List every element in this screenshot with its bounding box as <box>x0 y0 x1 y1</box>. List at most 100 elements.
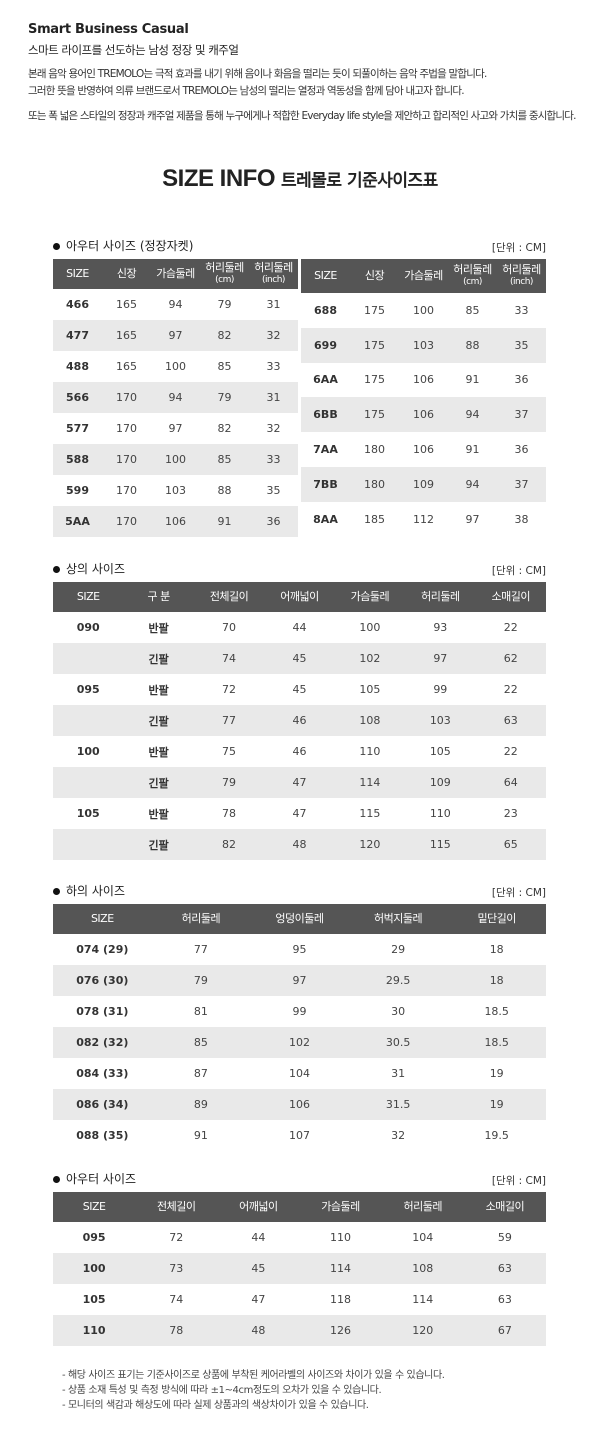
table-cell: 120 <box>334 829 406 860</box>
table-cell: 477 <box>53 320 102 351</box>
table-cell: 18.5 <box>447 1027 546 1058</box>
column-header: 허리둘레 <box>381 1192 464 1222</box>
table-cell: 103 <box>399 327 448 363</box>
bullet-icon <box>53 888 60 895</box>
table-cell: 75 <box>222 745 237 758</box>
table-cell <box>53 767 124 798</box>
table-cell: 29.5 <box>348 965 448 996</box>
table-cell: 22 <box>503 683 518 696</box>
unit-label: [단위 : CM] <box>491 887 546 899</box>
column-header: 소매길이 <box>475 582 546 612</box>
table-cell: 긴팔 <box>123 705 194 736</box>
table-cell: 91 <box>465 443 480 457</box>
header-row: SIZE 신장 가슴둘레 허리둘레 (cm) 허리둘레 (inch) <box>53 259 298 289</box>
table-cell: 47 <box>292 807 307 820</box>
table-cell: 170 <box>116 422 137 435</box>
table-row: 긴팔 82 48 120 115 65 <box>53 829 546 860</box>
table-cell: 086 (34) <box>53 1089 152 1120</box>
table-cell: 29 <box>391 943 406 956</box>
table-cell: 22 <box>503 621 518 634</box>
column-header: 어깨넓이 <box>264 582 335 612</box>
table-cell: 77 <box>193 943 208 956</box>
table-cell: 37 <box>497 467 546 503</box>
size-table: SIZE 구 분 전체길이 어깨넓이 가슴둘레 허리둘레 소매길이 090 반팔 70 44 100 9… <box>53 582 546 860</box>
table-cell: 120 <box>381 1315 464 1346</box>
table-cell: 100 <box>413 303 434 317</box>
table-cell: 170 <box>116 484 137 497</box>
column-header: 가슴둘레 <box>399 259 448 293</box>
table-cell: 38 <box>514 513 529 527</box>
table-cell: 19.5 <box>484 1129 509 1142</box>
intro-line: 본래 음악 용어인 TREMOLO는 극적 효과를 내기 위해 음이나 화음을 … <box>28 68 487 80</box>
table-cell: 79 <box>200 382 249 413</box>
table-cell: 102 <box>334 643 406 674</box>
table-cell: 63 <box>497 1293 512 1306</box>
note: - 상품 소재 특성 및 측정 방식에 따라 ±1~4cm정도의 오차가 있을 … <box>62 1385 382 1396</box>
section-bottom: 하의 사이즈 [단위 : CM] SIZE 허리둘레 엉덩이둘레 허벅지둘레 밑단길이 074… <box>53 882 546 1151</box>
table-cell: 59 <box>497 1231 512 1244</box>
table-cell: 115 <box>359 807 381 820</box>
table-cell: 64 <box>475 767 546 798</box>
table-cell: 32 <box>391 1129 406 1142</box>
table-cell: 48 <box>264 829 335 860</box>
table-cell: 97 <box>151 320 200 351</box>
section-outer-suit: 아우터 사이즈 (정장자켓) [단위 : CM] SIZE 신장 가슴둘레 허리둘레 (cm… <box>53 237 546 537</box>
table-cell: 94 <box>168 298 183 311</box>
table-cell: 180 <box>364 443 385 457</box>
table-cell: 87 <box>193 1067 208 1080</box>
table-cell: 94 <box>448 467 497 503</box>
section-outer: 아우터 사이즈 [단위 : CM] SIZE 전체길이 어깨넓이 가슴둘레 허리둘레 소매길이… <box>53 1170 546 1346</box>
table-cell: 67 <box>463 1315 546 1346</box>
column-header: SIZE <box>53 904 152 934</box>
table-cell: 85 <box>465 303 480 317</box>
table-cell: 106 <box>151 506 200 537</box>
bullet-icon <box>53 1176 60 1183</box>
table-cell: 175 <box>350 327 399 363</box>
table-cell: 63 <box>475 705 546 736</box>
table-cell: 088 (35) <box>76 1129 129 1142</box>
header-row: SIZE 허리둘레 엉덩이둘레 허벅지둘레 밑단길이 <box>53 904 546 934</box>
intro-paragraph-1: 본래 음악 용어인 TREMOLO는 극적 효과를 내기 위해 음이나 화음을 … <box>28 66 588 100</box>
column-unit: (inch) <box>262 275 285 285</box>
column-header: 가슴둘레 <box>151 259 200 289</box>
table-cell: 79 <box>217 298 232 311</box>
table-row: 긴팔 74 45 102 97 62 <box>53 643 546 674</box>
table-cell <box>53 643 124 674</box>
table-cell: 110 <box>330 1231 352 1244</box>
table-cell: 93 <box>433 621 448 634</box>
table-cell: 32 <box>249 320 298 351</box>
table-cell: 78 <box>222 807 237 820</box>
table-cell: 100 <box>76 745 100 758</box>
table-cell: 37 <box>497 397 546 433</box>
column-header: 허벅지둘레 <box>348 904 448 934</box>
table-cell: 77 <box>193 705 265 736</box>
column-header: 허리둘레 (inch) <box>249 259 298 289</box>
table-cell: 18 <box>447 965 546 996</box>
table-row: 긴팔 77 46 108 103 63 <box>53 705 546 736</box>
table-cell: 88 <box>217 484 232 497</box>
column-header: 어깨넓이 <box>217 1192 300 1222</box>
table-cell: 95 <box>292 943 307 956</box>
table-row: 074 (29) 77 95 29 18 <box>53 934 546 965</box>
dual-tables: SIZE 신장 가슴둘레 허리둘레 (cm) 허리둘레 (inch) 466 165 94 79 31… <box>53 259 546 537</box>
table-cell: 89 <box>151 1089 251 1120</box>
table-cell: 095 <box>82 1231 106 1244</box>
table-cell: 6AA <box>313 373 338 387</box>
table-cell: 106 <box>413 443 434 457</box>
table-row: 6BB 175 106 94 37 <box>301 397 546 433</box>
table-cell: 5AA <box>53 506 102 537</box>
unit-label: [단위 : CM] <box>491 1175 546 1187</box>
table-row: 5AA 170 106 91 36 <box>53 506 298 537</box>
bullet-icon <box>53 243 60 250</box>
intro-paragraph-2: 또는 폭 넓은 스타일의 정장과 캐주얼 제품을 통해 누구에게나 적합한 Ev… <box>28 110 576 122</box>
table-row: 588 170 100 85 33 <box>53 444 298 475</box>
unit-label: [단위 : CM] <box>491 242 546 254</box>
section-header: 상의 사이즈 [단위 : CM] <box>53 560 546 582</box>
table-cell: 165 <box>116 298 137 311</box>
table-row: 599 170 103 88 35 <box>53 475 298 506</box>
table-cell: 82 <box>217 422 232 435</box>
table-cell: 19 <box>447 1089 546 1120</box>
column-header: SIZE <box>301 259 350 293</box>
table-cell: 588 <box>53 444 102 475</box>
section-top: 상의 사이즈 [단위 : CM] SIZE 구 분 전체길이 어깨넓이 가슴둘레 허리둘레 소매… <box>53 560 546 860</box>
